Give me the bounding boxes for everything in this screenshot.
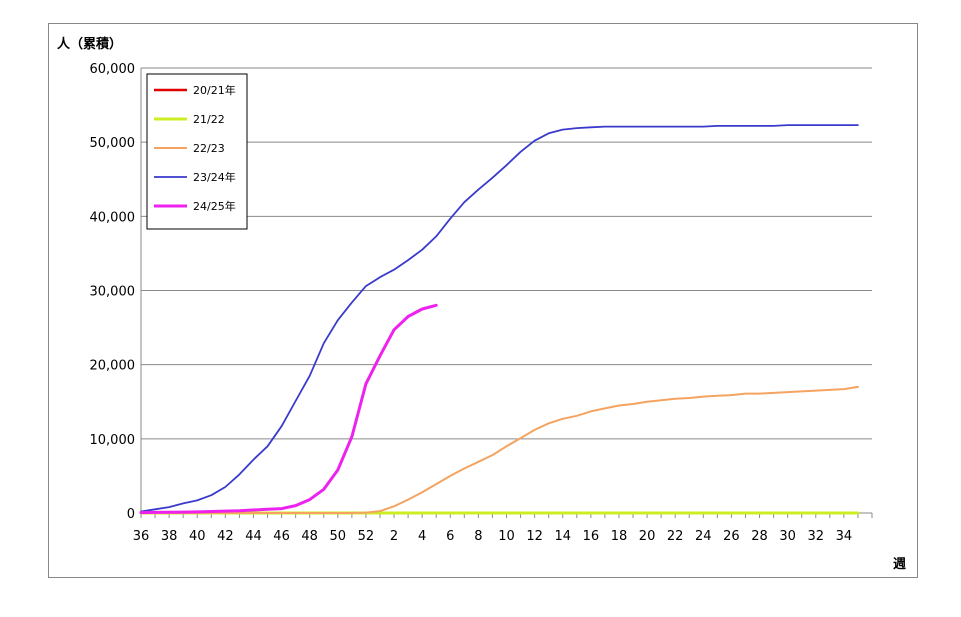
y-tick-label: 0 — [127, 507, 135, 522]
y-tick-label: 30,000 — [90, 285, 136, 300]
series-line-2 — [140, 385, 859, 514]
x-tick-label: 24 — [695, 529, 712, 544]
line-chart: 0 10,000 20,000 30,000 40,000 50,000 60,000 36 3… — [57, 36, 906, 572]
gridlines — [141, 67, 872, 440]
legend-label: 22/23 — [193, 142, 225, 155]
x-tick-label: 6 — [446, 529, 454, 544]
legend-box — [146, 73, 248, 230]
x-tick-label: 38 — [161, 529, 178, 544]
x-tick-label: 4 — [418, 529, 426, 544]
series-line-4 — [139, 303, 438, 515]
chart-frame: 0 10,000 20,000 30,000 40,000 50,000 60,000 36 3… — [48, 23, 918, 578]
x-tick-label: 10 — [498, 529, 515, 544]
x-tick-label: 44 — [245, 529, 262, 544]
x-tick-label: 46 — [273, 529, 290, 544]
y-tick-label: 60,000 — [90, 62, 136, 77]
x-tick-label: 30 — [779, 529, 796, 544]
x-tick-label: 36 — [133, 529, 150, 544]
x-tick-label: 52 — [358, 529, 375, 544]
x-tick-label: 48 — [301, 529, 318, 544]
y-tick-label: 40,000 — [90, 210, 136, 225]
y-tick-label: 50,000 — [90, 136, 136, 151]
x-tick-label: 20 — [639, 529, 656, 544]
x-tick-label: 28 — [751, 529, 768, 544]
legend-label: 23/24年 — [193, 170, 236, 184]
x-tick-label: 34 — [836, 529, 853, 544]
y-tick-label: 10,000 — [90, 433, 136, 448]
series-line-3 — [140, 124, 859, 513]
x-tick-label: 32 — [807, 529, 824, 544]
series-lines — [139, 124, 860, 515]
y-tick-label: 20,000 — [90, 359, 136, 374]
legend-label: 20/21年 — [193, 83, 236, 97]
x-tick-label: 12 — [526, 529, 543, 544]
x-tick-label: 16 — [583, 529, 600, 544]
x-tick-label: 22 — [667, 529, 684, 544]
x-axis-title: 週 — [893, 557, 906, 572]
legend: 20/21年 21/22 22/23 23/24年 24/25年 — [146, 73, 248, 230]
y-axis-title: 人（累積） — [57, 36, 122, 52]
x-tick-label: 8 — [474, 529, 482, 544]
x-tick-label: 26 — [723, 529, 740, 544]
x-tick-label: 2 — [390, 529, 398, 544]
x-tick-label: 40 — [189, 529, 206, 544]
legend-label: 24/25年 — [193, 199, 236, 213]
legend-label: 21/22 — [193, 113, 225, 126]
x-tick-label: 18 — [611, 529, 628, 544]
x-tick-label: 42 — [217, 529, 234, 544]
x-tick-label: 14 — [554, 529, 571, 544]
x-tick-label: 50 — [330, 529, 347, 544]
